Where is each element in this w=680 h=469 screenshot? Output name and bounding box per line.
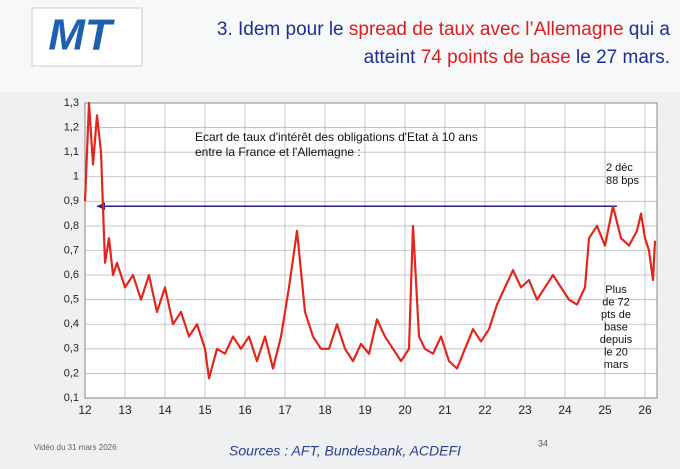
y-tick-label: 0,9: [64, 195, 79, 207]
series-line: [83, 101, 657, 380]
footer-video: Vidéo du 31 mars 2026: [34, 443, 117, 452]
plot-border: [84, 102, 658, 399]
title-part: 74 points de base: [421, 47, 571, 68]
x-tick-label: 22: [478, 403, 492, 417]
y-tick-label: 1,3: [64, 97, 79, 109]
annotation: base: [604, 321, 628, 333]
x-tick-label: 12: [78, 403, 92, 417]
title-line: atteint 74 points de base le 27 mars.: [364, 47, 670, 68]
logo-box: [31, 7, 143, 67]
annotation: 88 bps: [606, 175, 640, 187]
y-tick-label: 0,7: [64, 244, 79, 256]
y-tick-label: 0,4: [64, 318, 79, 330]
y-tick-label: 0,2: [64, 367, 79, 379]
x-tick-label: 13: [118, 403, 132, 417]
y-tick-label: 0,1: [64, 392, 79, 404]
annotation: de 72: [602, 296, 630, 308]
title-part: le 27 mars.: [571, 47, 670, 68]
x-tick-label: 26: [638, 403, 652, 417]
x-tick-label: 16: [238, 403, 252, 417]
y-tick-label: 1: [73, 171, 79, 183]
x-tick-label: 15: [198, 403, 212, 417]
chart-title: Ecart de taux d'intérêt des obligations …: [195, 130, 478, 144]
x-tick-label: 21: [438, 403, 452, 417]
y-tick-label: 0,3: [64, 343, 79, 355]
chart-title: entre la France et l'Allemagne :: [195, 145, 361, 159]
x-tick-label: 17: [278, 403, 292, 417]
footer-sources: Sources : AFT, Bundesbank, ACDEFI: [229, 443, 461, 459]
annotation: 2 déc: [606, 162, 633, 174]
x-tick-label: 23: [518, 403, 532, 417]
y-tick-label: 0,6: [64, 269, 79, 281]
y-tick-label: 0,8: [64, 220, 79, 232]
title-part: qui a: [624, 19, 671, 40]
y-tick-label: 1,2: [64, 121, 79, 133]
x-tick-label: 25: [598, 403, 612, 417]
annotation: pts de: [601, 309, 631, 321]
x-tick-label: 18: [318, 403, 332, 417]
x-tick-label: 24: [558, 403, 572, 417]
logo: MT: [48, 11, 115, 60]
title-line: 3. Idem pour le spread de taux avec l’Al…: [217, 19, 671, 40]
annotation: le 20: [604, 346, 628, 358]
x-tick-label: 19: [358, 403, 372, 417]
x-tick-label: 14: [158, 403, 172, 417]
title-part: atteint: [364, 47, 421, 68]
y-tick-label: 1,1: [64, 146, 79, 158]
title-part: 3. Idem pour le: [217, 19, 349, 40]
y-tick-label: 0,5: [64, 294, 79, 306]
annotation: Plus: [605, 284, 627, 296]
x-tick-label: 20: [398, 403, 412, 417]
title-part: spread de taux avec l’Allemagne: [349, 19, 624, 40]
annotation: depuis: [600, 334, 633, 346]
annotation: mars: [604, 359, 629, 371]
page-number: 34: [538, 438, 548, 448]
